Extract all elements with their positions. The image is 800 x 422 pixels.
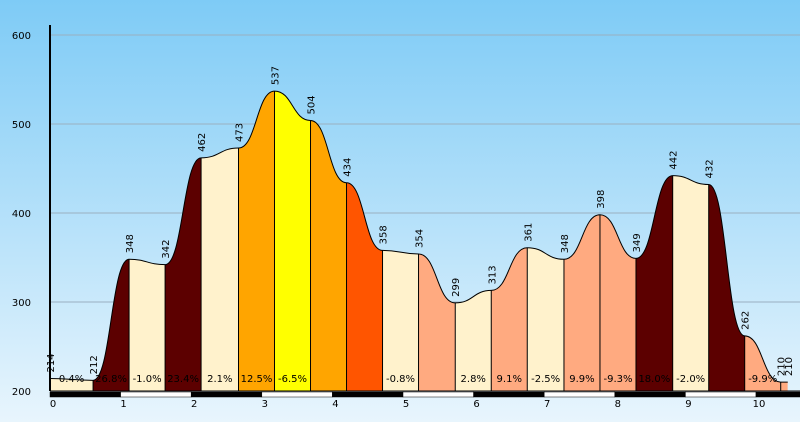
y-tick-label: 500 xyxy=(12,120,31,131)
x-tick-label: 8 xyxy=(615,399,621,410)
grade-label: 2.1% xyxy=(207,374,232,385)
x-tick-label: 5 xyxy=(403,399,409,410)
x-tick-label: 0 xyxy=(50,399,56,410)
elevation-label: 349 xyxy=(632,233,643,252)
elevation-label: 473 xyxy=(235,123,246,142)
elevation-label: 212 xyxy=(89,355,100,374)
grade-label: -2.0% xyxy=(676,374,705,385)
elevation-label: 348 xyxy=(125,234,136,253)
grade-label: -0.8% xyxy=(386,374,415,385)
y-tick-label: 600 xyxy=(12,31,31,42)
axes xyxy=(49,25,800,398)
grade-label: 18.0% xyxy=(638,374,670,385)
distance-scale-bar xyxy=(685,391,757,398)
segment-dividers xyxy=(92,91,782,391)
x-tick-label: 2 xyxy=(191,399,197,410)
elevation-label: 210 xyxy=(784,357,795,376)
elevation-label: 348 xyxy=(560,234,571,253)
grade-label: -6.5% xyxy=(278,374,307,385)
grade-label: 9.9% xyxy=(569,374,594,385)
distance-scale-bar xyxy=(402,391,474,398)
elevation-label: 262 xyxy=(741,311,752,330)
x-tick-label: 10 xyxy=(753,399,766,410)
x-tick-label: 9 xyxy=(685,399,691,410)
grade-label: 12.5% xyxy=(241,374,273,385)
elevation-label: 537 xyxy=(271,66,282,85)
grade-label: 23.4% xyxy=(167,374,199,385)
elevation-label: 210 xyxy=(777,357,788,376)
distance-scale-bar xyxy=(120,391,192,398)
elevation-label: 434 xyxy=(343,158,354,177)
x-tick-label: 4 xyxy=(332,399,338,410)
grade-label: 26.8% xyxy=(95,374,127,385)
elevation-label: 504 xyxy=(307,95,318,114)
elevation-label: 313 xyxy=(487,265,498,284)
elevation-label: 342 xyxy=(161,240,172,259)
elevation-label: 358 xyxy=(379,225,390,244)
elevation-label: 214 xyxy=(46,353,57,372)
x-tick-label: 7 xyxy=(544,399,550,410)
grade-label: -1.0% xyxy=(133,374,162,385)
y-tick-label: 200 xyxy=(12,387,31,398)
elevation-label: 432 xyxy=(705,159,716,178)
elevation-label: 462 xyxy=(197,133,208,152)
x-tick-label: 3 xyxy=(262,399,268,410)
distance-scale-bar xyxy=(49,391,121,398)
elevation-label: 398 xyxy=(596,190,607,209)
distance-scale-bar xyxy=(543,391,616,398)
x-tick-label: 6 xyxy=(473,399,479,410)
distance-scale-bar xyxy=(614,391,686,398)
grade-label: 2.8% xyxy=(461,374,486,385)
distance-scale-bar xyxy=(332,391,404,398)
grade-segment xyxy=(274,91,311,391)
grade-label: 9.1% xyxy=(497,374,522,385)
x-tick-label: 1 xyxy=(120,399,126,410)
elevation-label: 354 xyxy=(415,229,426,248)
y-tick-label: 300 xyxy=(12,298,31,309)
elevation-label: 442 xyxy=(669,151,680,170)
grade-label: -9.3% xyxy=(603,374,632,385)
distance-scale-bar xyxy=(190,391,263,398)
y-tick-label: 400 xyxy=(12,209,31,220)
grade-label: 0.4% xyxy=(59,374,84,385)
grade-label: -2.5% xyxy=(531,374,560,385)
elevation-label: 361 xyxy=(523,223,534,242)
distance-scale-bar xyxy=(261,391,333,398)
profile-outline xyxy=(49,90,788,383)
elevation-label: 299 xyxy=(451,278,462,297)
grade-label: -9.9% xyxy=(748,374,777,385)
distance-scale-bar xyxy=(473,391,545,398)
distance-scale-bar xyxy=(755,391,800,398)
